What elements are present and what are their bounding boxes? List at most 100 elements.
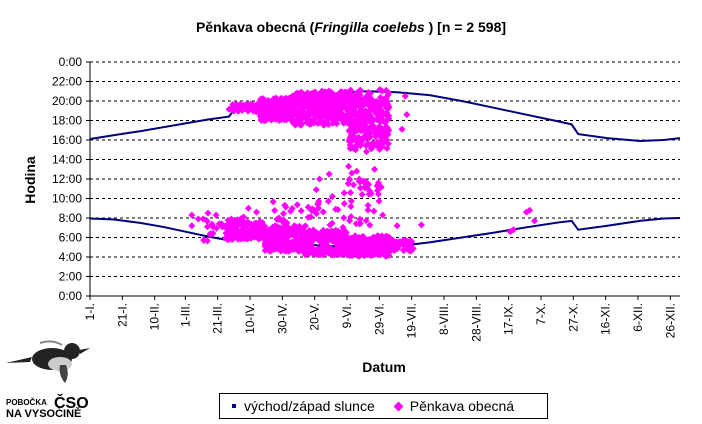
- observation-point: [372, 127, 380, 135]
- observation-point: [231, 225, 239, 233]
- observation-point: [349, 126, 357, 134]
- observation-point: [224, 216, 232, 224]
- observation-point: [372, 97, 380, 105]
- observation-point: [271, 207, 279, 215]
- observation-point: [266, 109, 274, 117]
- observation-point: [367, 245, 375, 253]
- observation-point: [356, 178, 364, 186]
- observation-point: [280, 112, 288, 120]
- observation-point: [381, 131, 389, 139]
- observation-point: [325, 248, 333, 256]
- x-tick-label: 1-III.: [178, 303, 192, 327]
- observation-point: [379, 139, 387, 147]
- observation-point: [203, 237, 211, 245]
- observation-point: [362, 148, 370, 156]
- observation-point: [293, 201, 301, 209]
- observation-point: [373, 138, 381, 146]
- observation-point: [307, 105, 315, 113]
- observation-point: [364, 250, 372, 258]
- observation-point: [370, 103, 378, 111]
- observation-point: [346, 217, 354, 225]
- observation-point: [267, 242, 275, 250]
- observation-point: [288, 205, 296, 213]
- observation-point: [194, 215, 202, 223]
- logo-line3: NA VYSOČINĚ: [6, 407, 81, 420]
- x-tick-label: 7-X.: [534, 303, 548, 325]
- observation-point: [301, 222, 309, 230]
- observation-point: [346, 127, 354, 135]
- observation-point: [364, 201, 372, 209]
- observation-point: [308, 97, 316, 105]
- observation-point: [338, 88, 346, 96]
- observation-point: [243, 101, 251, 109]
- observation-point: [297, 207, 305, 215]
- x-tick-label: 26-XII.: [663, 303, 677, 338]
- observation-point: [269, 198, 277, 206]
- observation-point: [209, 223, 217, 231]
- observation-point: [245, 219, 253, 227]
- y-tick-label: 18:00: [52, 114, 82, 128]
- y-tick-label: 8:00: [59, 211, 83, 225]
- observation-point: [325, 170, 333, 178]
- x-tick-label: 1-I.: [83, 303, 97, 320]
- legend-label-bird: Pěnkava obecná: [409, 398, 515, 414]
- observation-point: [370, 165, 378, 173]
- observation-point: [293, 91, 301, 99]
- y-tick-label: 0:00: [59, 289, 83, 303]
- observation-point: [231, 104, 239, 112]
- observation-point: [339, 92, 347, 100]
- observation-point: [339, 245, 347, 253]
- y-tick-labels: 0:00 2:00 4:00 6:00 8:00 10:00 12:00 14:00 16:00…: [52, 55, 82, 303]
- observation-point: [316, 175, 324, 183]
- x-tick-label: 9-VI.: [340, 303, 354, 328]
- observation-point: [188, 211, 196, 219]
- observation-point: [367, 145, 375, 153]
- observation-point: [239, 234, 247, 242]
- observation-point: [298, 102, 306, 110]
- y-tick-label: 6:00: [59, 231, 83, 245]
- observation-point: [347, 197, 355, 205]
- observation-point: [384, 140, 392, 148]
- observation-point: [404, 244, 412, 252]
- y-tick-label: 4:00: [59, 250, 83, 264]
- observation-point: [273, 237, 281, 245]
- observation-point: [319, 242, 327, 250]
- title-suffix: ) [n = 2 598]: [424, 19, 507, 35]
- y-axis-title: Hodina: [22, 156, 38, 204]
- x-tick-label: 16-XI.: [599, 303, 613, 335]
- observation-point: [309, 236, 317, 244]
- observation-point: [212, 211, 220, 219]
- observation-point: [330, 98, 338, 106]
- observation-point: [383, 93, 391, 101]
- observation-point: [318, 235, 326, 243]
- observation-point: [252, 208, 260, 216]
- observation-point: [304, 203, 312, 211]
- axes: [86, 61, 680, 300]
- y-tick-label: 16:00: [52, 133, 82, 147]
- observation-point: [256, 218, 264, 226]
- observation-point: [282, 101, 290, 109]
- observation-point: [323, 227, 331, 235]
- observation-point: [378, 108, 386, 116]
- legend-diamond-marker: [393, 401, 404, 411]
- title-prefix: Pěnkava obecná (: [195, 19, 315, 35]
- logo-line2: ČSO: [54, 393, 89, 412]
- x-tick-label: 20-V.: [308, 303, 322, 331]
- observation-point: [331, 251, 339, 259]
- observation-point: [245, 229, 253, 237]
- observation-point: [340, 200, 348, 208]
- observation-point: [340, 119, 348, 127]
- observation-point: [309, 248, 317, 256]
- observation-point: [277, 95, 285, 103]
- observation-point: [338, 240, 346, 248]
- observation-point: [352, 143, 360, 151]
- observation-point: [362, 217, 370, 225]
- observation-point: [356, 252, 364, 260]
- observation-point: [398, 125, 406, 133]
- observation-point: [240, 213, 248, 221]
- observation-point: [238, 226, 246, 234]
- observation-point: [303, 115, 311, 123]
- observation-point: [280, 216, 288, 224]
- observation-point: [417, 221, 425, 229]
- observation-point: [306, 227, 314, 235]
